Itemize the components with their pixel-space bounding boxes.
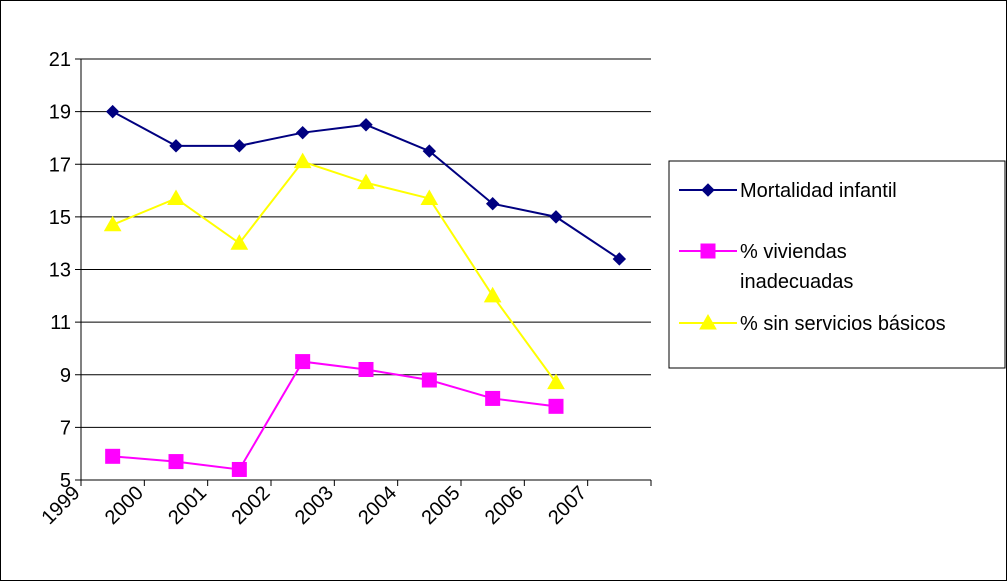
y-tick-label: 17 <box>49 154 71 176</box>
y-tick-label: 9 <box>60 365 71 387</box>
data-point-series-1 <box>232 139 247 153</box>
y-tick-label: 19 <box>49 102 71 124</box>
data-point-series-1 <box>105 104 120 119</box>
data-point-series-3 <box>357 173 375 190</box>
data-point-series-1 <box>422 144 437 158</box>
legend-box <box>668 160 1006 369</box>
y-tick-label: 11 <box>50 312 71 334</box>
legend-marker-2 <box>700 243 716 259</box>
y-tick-label: 7 <box>60 417 71 439</box>
x-tick-label: 2000 <box>101 482 148 529</box>
x-tick-label: 2003 <box>291 482 338 529</box>
series-line-2 <box>112 360 557 471</box>
data-point-series-3 <box>483 286 502 303</box>
data-point-series-1 <box>169 139 183 153</box>
data-point-series-3 <box>547 373 565 390</box>
legend-label-2: % viviendas <box>740 241 847 263</box>
x-tick-label: 1999 <box>38 482 85 529</box>
y-tick-label: 13 <box>49 260 71 282</box>
data-point-series-2 <box>295 354 311 370</box>
data-point-series-1 <box>359 118 373 132</box>
x-tick-label: 2007 <box>544 482 591 529</box>
legend-marker-3 <box>699 313 717 330</box>
data-point-series-2 <box>548 398 564 414</box>
y-tick-label: 15 <box>49 207 71 229</box>
data-point-series-1 <box>485 197 500 211</box>
data-point-series-3 <box>103 215 122 232</box>
data-point-series-1 <box>612 252 627 266</box>
legend-marker-1 <box>701 183 715 197</box>
legend-label-1: Mortalidad infantil <box>740 180 897 202</box>
data-point-series-1 <box>549 210 563 224</box>
data-point-series-2 <box>168 454 184 470</box>
data-point-series-2 <box>105 448 121 464</box>
y-tick-label: 5 <box>60 470 71 492</box>
data-point-series-2 <box>358 361 374 377</box>
x-tick-label: 2006 <box>481 482 528 529</box>
data-point-series-2 <box>421 372 437 388</box>
data-point-series-2 <box>485 390 501 406</box>
legend-label-3: % sin servicios básicos <box>740 313 946 335</box>
series-line-3 <box>112 160 557 384</box>
x-tick-label: 2002 <box>228 482 275 529</box>
data-point-series-3 <box>167 189 185 205</box>
data-point-series-3 <box>420 189 439 205</box>
x-tick-label: 2004 <box>354 482 401 529</box>
data-point-series-2 <box>231 461 247 477</box>
x-tick-label: 2001 <box>164 482 211 529</box>
legend-label-2: inadecuadas <box>740 271 853 293</box>
data-point-series-1 <box>295 125 310 140</box>
x-tick-label: 2005 <box>418 482 465 529</box>
y-tick-label: 21 <box>49 49 71 71</box>
data-point-series-3 <box>230 234 249 250</box>
data-point-series-3 <box>293 152 312 169</box>
